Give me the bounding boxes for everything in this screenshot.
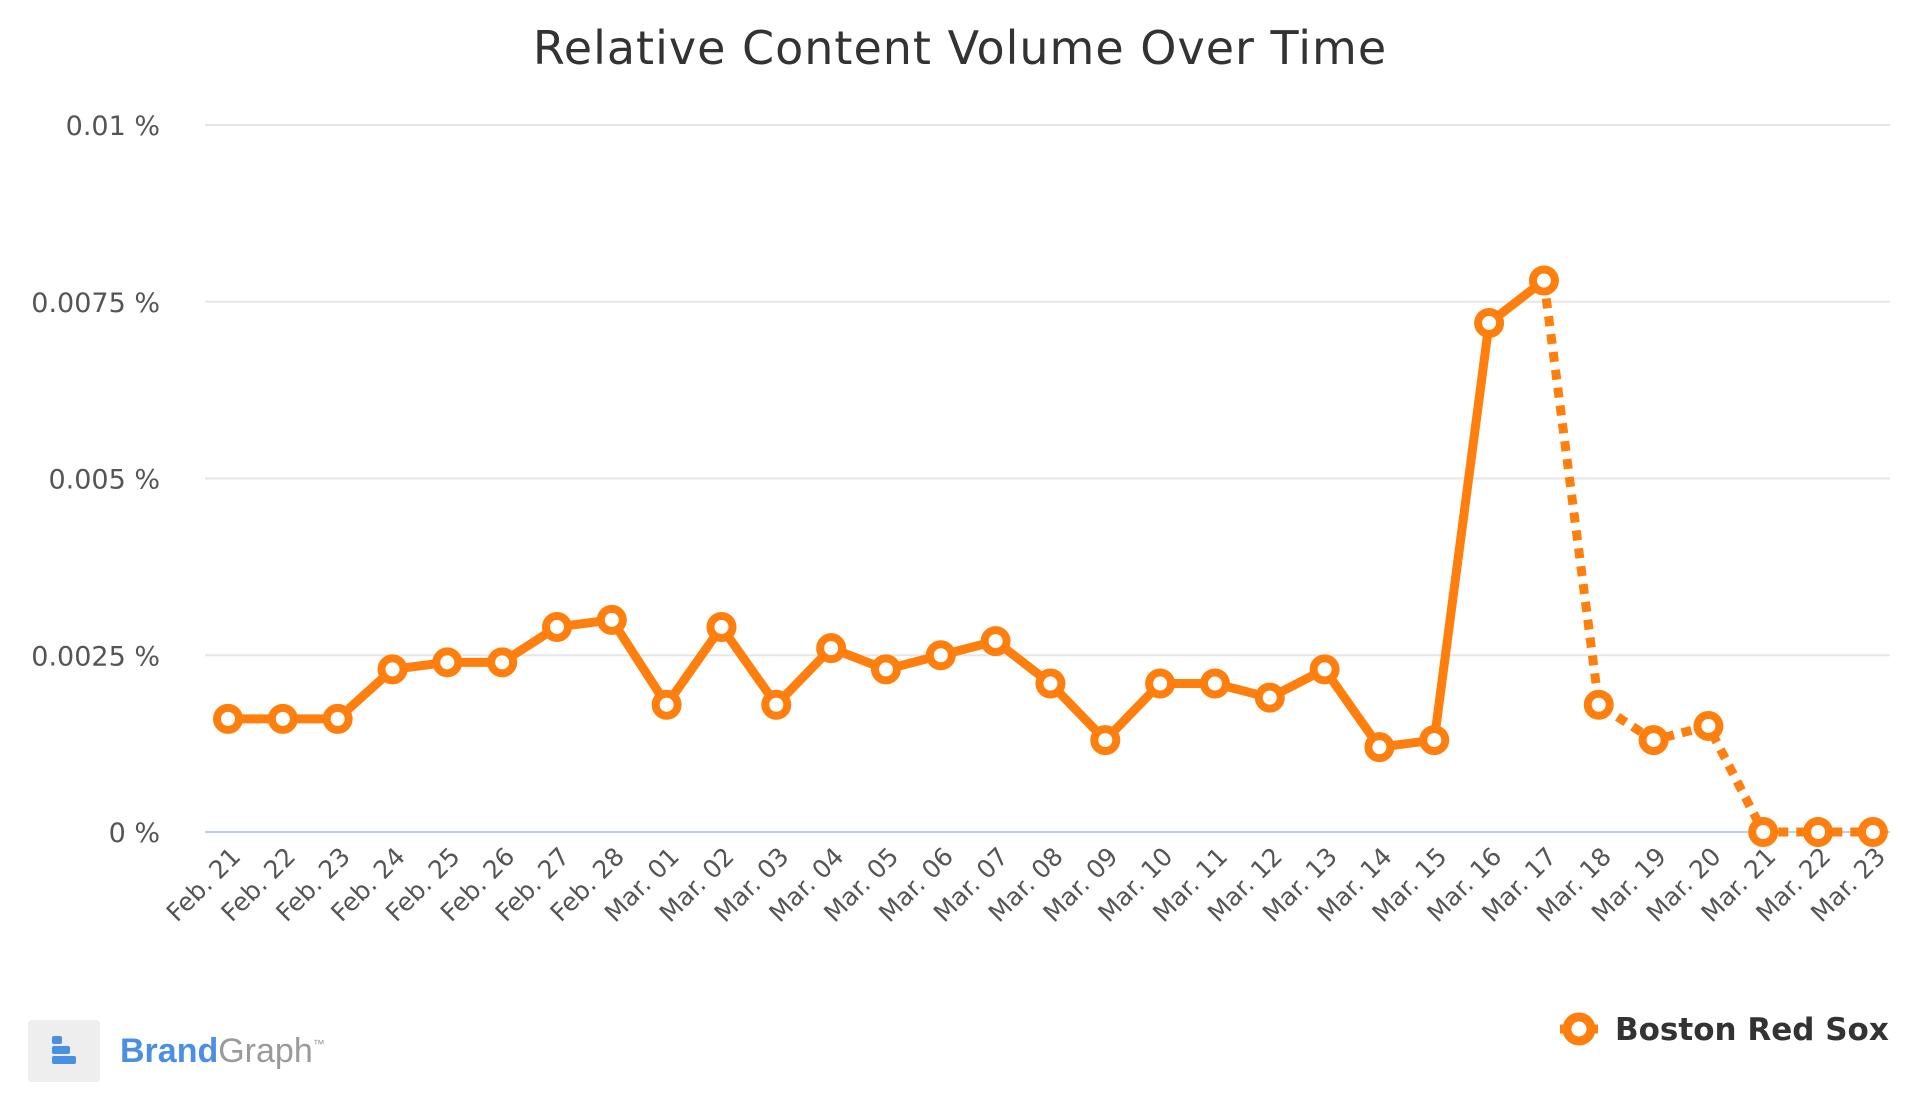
data-point[interactable] xyxy=(1693,710,1724,741)
data-point[interactable] xyxy=(1857,817,1888,847)
y-axis-ticks: 0.01 % 0.0075 % 0.005 % 0.0025 % 0 % xyxy=(31,111,160,849)
data-point[interactable] xyxy=(1364,732,1395,763)
data-point[interactable] xyxy=(1145,668,1176,699)
series-line-dashed xyxy=(1539,279,1873,837)
data-point[interactable] xyxy=(870,654,901,685)
data-point[interactable] xyxy=(213,703,243,734)
brandgraph-logo-icon xyxy=(28,1020,100,1082)
brand-trademark: ™ xyxy=(313,1037,325,1051)
brandgraph-logo: BrandGraph™ xyxy=(28,1020,325,1082)
data-point[interactable] xyxy=(761,689,792,720)
data-point[interactable] xyxy=(706,611,737,642)
grid-lines xyxy=(205,124,1890,833)
data-point[interactable] xyxy=(651,689,682,720)
y-tick-label: 0.01 % xyxy=(66,111,160,142)
y-tick-label: 0.0025 % xyxy=(31,641,160,672)
y-tick-label: 0.005 % xyxy=(48,465,160,496)
data-point[interactable] xyxy=(1035,668,1066,699)
data-point[interactable] xyxy=(1748,817,1779,847)
y-tick-label: 0 % xyxy=(109,818,160,849)
brand-name: BrandGraph™ xyxy=(120,1032,325,1070)
data-point[interactable] xyxy=(816,633,847,664)
data-point[interactable] xyxy=(1528,265,1559,296)
data-point[interactable] xyxy=(980,626,1011,657)
data-point[interactable] xyxy=(1638,725,1669,756)
series-boston-red-sox xyxy=(213,265,1888,847)
y-tick-label: 0.0075 % xyxy=(31,288,160,319)
data-point[interactable] xyxy=(487,647,518,678)
data-point[interactable] xyxy=(1309,654,1340,685)
legend[interactable]: Boston Red Sox xyxy=(1560,1012,1889,1048)
data-point[interactable] xyxy=(1199,668,1230,699)
chart-title: Relative Content Volume Over Time xyxy=(533,21,1387,75)
legend-marker-icon xyxy=(1562,1012,1596,1046)
data-point[interactable] xyxy=(377,654,408,685)
legend-label: Boston Red Sox xyxy=(1615,1012,1889,1048)
data-point[interactable] xyxy=(1583,689,1614,720)
brand-name-part2: Graph xyxy=(218,1032,313,1070)
data-point[interactable] xyxy=(1419,725,1450,756)
data-point[interactable] xyxy=(432,647,463,678)
data-point[interactable] xyxy=(925,640,956,671)
data-point[interactable] xyxy=(267,703,298,734)
brand-name-part1: Brand xyxy=(120,1032,218,1070)
data-point[interactable] xyxy=(596,604,627,635)
data-point[interactable] xyxy=(322,703,353,734)
data-point[interactable] xyxy=(1254,682,1285,713)
data-point[interactable] xyxy=(1803,817,1834,847)
data-point[interactable] xyxy=(1474,307,1505,338)
data-point[interactable] xyxy=(541,611,572,642)
data-point[interactable] xyxy=(1090,725,1121,756)
